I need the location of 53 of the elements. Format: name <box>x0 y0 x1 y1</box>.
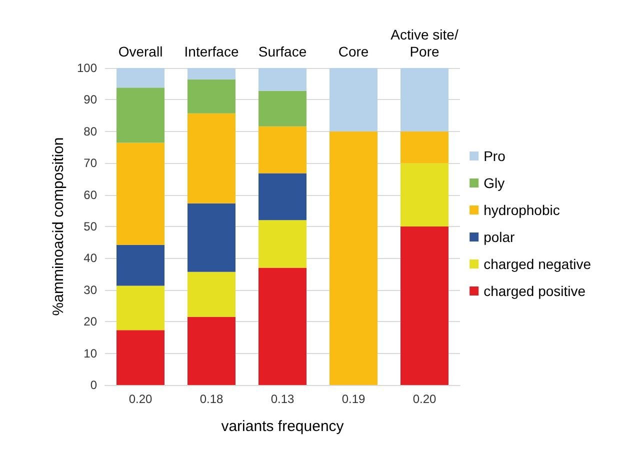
legend-label: polar <box>484 229 516 245</box>
y-axis-title: %amminoacid composition <box>50 137 68 316</box>
y-tick-label: 40 <box>84 251 98 266</box>
bar <box>116 330 164 385</box>
bar <box>258 90 306 126</box>
bar <box>258 220 306 268</box>
text: Surface <box>258 44 307 60</box>
bar <box>188 316 236 385</box>
y-tick-label: 80 <box>84 124 98 138</box>
x-tick-label: 0.19 <box>342 392 366 406</box>
y-tick-label: 20 <box>84 314 98 329</box>
legend-label: Gly <box>484 175 505 191</box>
y-tick-label: 0 <box>90 378 98 392</box>
y-tick-label: 100 <box>76 61 98 75</box>
bar <box>400 163 448 226</box>
x-tick-label: 0.20 <box>128 392 152 406</box>
x-tick-label: 0.20 <box>412 392 436 406</box>
bar <box>258 268 306 385</box>
y-tick-label: 60 <box>84 188 98 202</box>
x-tick-label: 0.13 <box>270 392 294 406</box>
y-tick-label: 50 <box>84 220 98 234</box>
bar <box>116 286 164 330</box>
bar <box>116 68 164 88</box>
bar <box>258 126 306 174</box>
bar <box>330 131 378 385</box>
bar <box>188 68 236 80</box>
bar <box>400 226 448 385</box>
bar <box>400 68 448 132</box>
y-tick-label: 30 <box>84 282 98 297</box>
bar <box>400 131 448 164</box>
bar <box>188 113 236 204</box>
y-tick-label: 10 <box>84 346 98 360</box>
text: Interface <box>184 44 239 60</box>
bar <box>116 244 164 286</box>
text: Core <box>338 44 369 60</box>
bar <box>188 79 236 114</box>
y-tick-label: 70 <box>84 156 98 170</box>
x-axis-title: variants frequency <box>221 418 344 435</box>
text: Active site/Pore <box>390 26 458 60</box>
bar <box>116 142 164 245</box>
legend-label: charged positive <box>484 283 586 299</box>
bar <box>116 88 164 143</box>
bar <box>330 68 378 132</box>
bar <box>258 173 306 220</box>
x-tick-label: 0.18 <box>200 392 224 406</box>
legend-label: charged negative <box>484 256 592 272</box>
y-tick-label: 90 <box>84 92 98 107</box>
bar <box>188 203 236 272</box>
legend-label: Pro <box>484 148 506 164</box>
legend-label: hydrophobic <box>484 202 560 218</box>
text: Overall <box>118 44 163 60</box>
bar <box>188 272 236 317</box>
bar <box>258 68 306 91</box>
